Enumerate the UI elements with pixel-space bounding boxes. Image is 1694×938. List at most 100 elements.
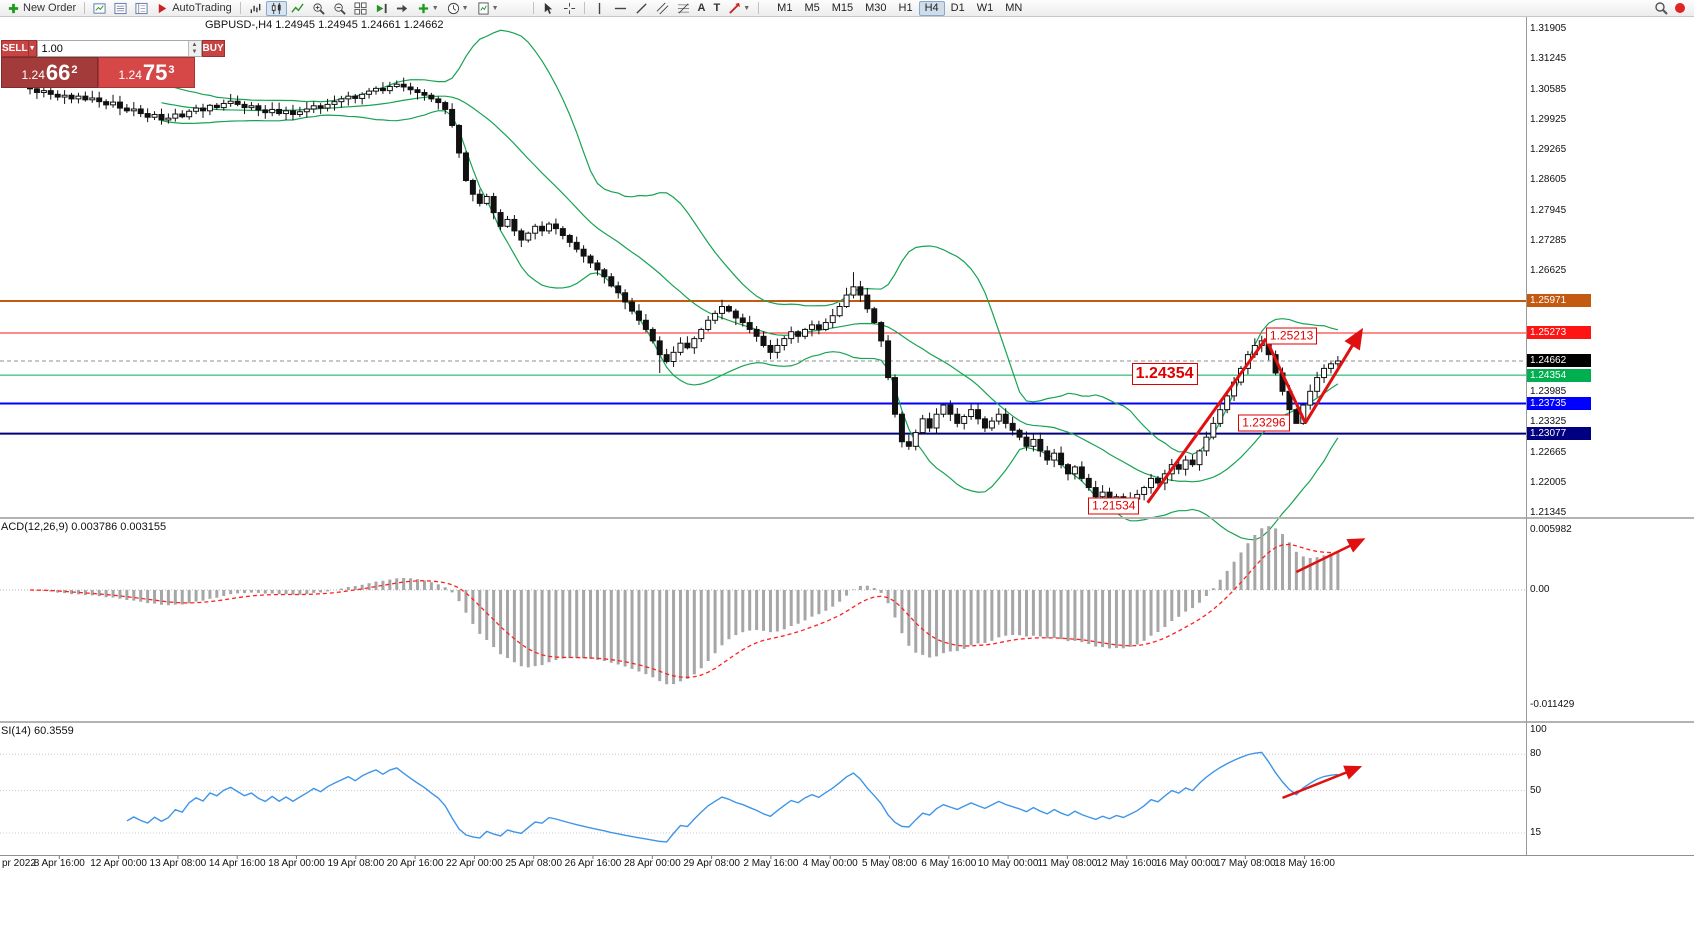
arrows-button[interactable]: ▼	[724, 1, 754, 16]
time-axis-label: 14 Apr 16:00	[208, 858, 266, 869]
timeframe-button-h4[interactable]: H4	[918, 0, 945, 16]
cursor-icon	[544, 2, 552, 14]
time-axis-border	[0, 855, 1694, 856]
vertical-line-button[interactable]	[589, 1, 610, 16]
panel-splitter-macd-rsi[interactable]	[0, 721, 1694, 723]
indicators-icon	[418, 3, 428, 13]
timeframe-button-m5[interactable]: M5	[804, 2, 820, 14]
crosshair-button[interactable]	[559, 1, 580, 16]
sell-price-prefix: 1.24	[21, 68, 45, 82]
macd-trend-arrow[interactable]	[1295, 538, 1366, 574]
rsi-axis-label: 100	[1530, 724, 1547, 735]
navigator-icon	[135, 2, 148, 14]
candlestick-series	[27, 77, 1341, 509]
toolbar-separator	[239, 2, 241, 14]
new-order-button[interactable]: New Order	[3, 1, 80, 16]
trendline-button[interactable]	[631, 1, 652, 16]
sell-price-sup: 2	[71, 64, 78, 76]
symbol-ohlc-header: GBPUSD-,H4 1.24945 1.24945 1.24661 1.246…	[205, 19, 444, 31]
panel-splitter-main-macd[interactable]	[0, 517, 1694, 519]
horizontal-line-button[interactable]	[610, 1, 631, 16]
vertical-line-icon	[598, 2, 600, 14]
trend-arrow[interactable]	[1264, 337, 1307, 424]
autotrading-icon	[158, 3, 167, 13]
zoom-out-button[interactable]	[329, 1, 350, 16]
cursor-button[interactable]	[538, 1, 559, 16]
price-axis-label: 1.29265	[1530, 144, 1567, 155]
autotrading-button[interactable]: AutoTrading	[152, 1, 236, 16]
auto-scroll-icon	[376, 3, 387, 13]
time-axis-label: 28 Apr 00:00	[623, 858, 681, 869]
buy-button[interactable]: BUY	[201, 40, 225, 57]
buy-price-button[interactable]: 1.24 75 3	[98, 57, 195, 88]
sell-button[interactable]: SELL	[1, 40, 29, 57]
macd-indicator-label: ACD(12,26,9) 0.003786 0.003155	[1, 521, 167, 533]
tile-windows-button[interactable]	[350, 1, 371, 16]
new-order-label: New Order	[23, 2, 77, 14]
timeframe-button-m30[interactable]: M30	[865, 2, 887, 14]
fibonacci-icon	[677, 3, 689, 13]
market-watch-button[interactable]	[110, 1, 131, 16]
price-axis-label: 1.22005	[1530, 476, 1567, 488]
chevron-down-icon: ▼	[431, 4, 439, 12]
trend-arrow[interactable]	[1304, 327, 1364, 424]
timeframe-button-mn[interactable]: MN	[1005, 2, 1023, 14]
level-price-label: 1.23735	[1527, 396, 1591, 410]
font-button[interactable]: A	[694, 1, 710, 16]
price-axis-label: 1.23985	[1530, 386, 1567, 397]
templates-button[interactable]: ▼	[473, 1, 503, 16]
chevron-down-icon: ▼	[491, 4, 499, 12]
time-axis-label: 2 May 16:00	[743, 858, 799, 869]
notification-badge-icon[interactable]	[1675, 3, 1685, 13]
timeframe-button-w1[interactable]: W1	[976, 2, 994, 14]
price-axis-label: 1.21345	[1530, 507, 1567, 518]
search-icon[interactable]	[1654, 1, 1668, 15]
time-axis-label: 4 May 00:00	[802, 858, 858, 869]
channel-button[interactable]	[652, 1, 673, 16]
timeframe-button-d1[interactable]: D1	[950, 2, 965, 14]
time-axis-label: pr 2022	[2, 858, 36, 869]
fibonacci-button[interactable]	[673, 1, 694, 16]
timeframe-button-h1[interactable]: H1	[898, 2, 913, 14]
zoom-in-button[interactable]	[308, 1, 329, 16]
price-axis-label: 1.22665	[1530, 446, 1567, 458]
volume-up-button[interactable]: ▲	[188, 41, 201, 49]
indicators-button[interactable]: ▼	[413, 1, 443, 16]
trend-arrows-layer[interactable]	[1146, 327, 1366, 800]
buy-price-prefix: 1.24	[118, 68, 142, 82]
rsi-axis-label: 80	[1530, 748, 1542, 760]
navigator-button[interactable]	[131, 1, 152, 16]
time-axis-label: 25 Apr 08:00	[505, 858, 563, 869]
rsi-trend-arrow[interactable]	[1282, 765, 1363, 800]
periods-button[interactable]: ▼	[443, 1, 473, 16]
time-axis-label: 8 Apr 16:00	[33, 858, 85, 869]
price-axis-label: 1.27945	[1530, 204, 1567, 216]
toolbar-separator	[84, 2, 86, 14]
chart-shift-button[interactable]	[392, 1, 413, 16]
zoom-in-icon	[313, 2, 325, 15]
sell-price-button[interactable]: 1.24 66 2	[1, 57, 98, 88]
sell-price-main: 66	[45, 60, 71, 85]
time-axis-label: 6 May 16:00	[921, 858, 977, 869]
bars-chart-button[interactable]	[245, 1, 266, 16]
volume-input[interactable]	[37, 41, 188, 56]
price-axis[interactable]: 1.31905 1.31245 1.30585 1.29925 1.29265 1.286…	[1526, 17, 1694, 855]
timeframe-button-m15[interactable]: M15	[831, 2, 854, 14]
level-price-label: 1.25273	[1527, 326, 1591, 340]
volume-down-button[interactable]: ▼	[188, 48, 201, 56]
charts-button[interactable]	[89, 1, 110, 16]
time-axis[interactable]: pr 2022 8 Apr 16:00 12 Apr 00:00 13 Apr 08:…	[0, 856, 1694, 876]
line-chart-button[interactable]	[287, 1, 308, 16]
volume-field: ▲ ▼	[36, 40, 202, 57]
text-label-button[interactable]: T	[709, 1, 724, 16]
candlestick-chart-button[interactable]	[265, 0, 287, 16]
main-toolbar: New Order AutoTrading	[0, 0, 1694, 17]
order-type-dropdown[interactable]: ▼	[28, 40, 37, 57]
level-lines-layer	[0, 299, 1526, 435]
timeframe-button-m1[interactable]: M1	[777, 2, 793, 14]
trend-arrow[interactable]	[1146, 337, 1268, 504]
timeframe-toolbar: M1 M5 M15 M30 H1 H4 D1 W1 MN	[771, 0, 1028, 16]
auto-scroll-button[interactable]	[371, 1, 392, 16]
